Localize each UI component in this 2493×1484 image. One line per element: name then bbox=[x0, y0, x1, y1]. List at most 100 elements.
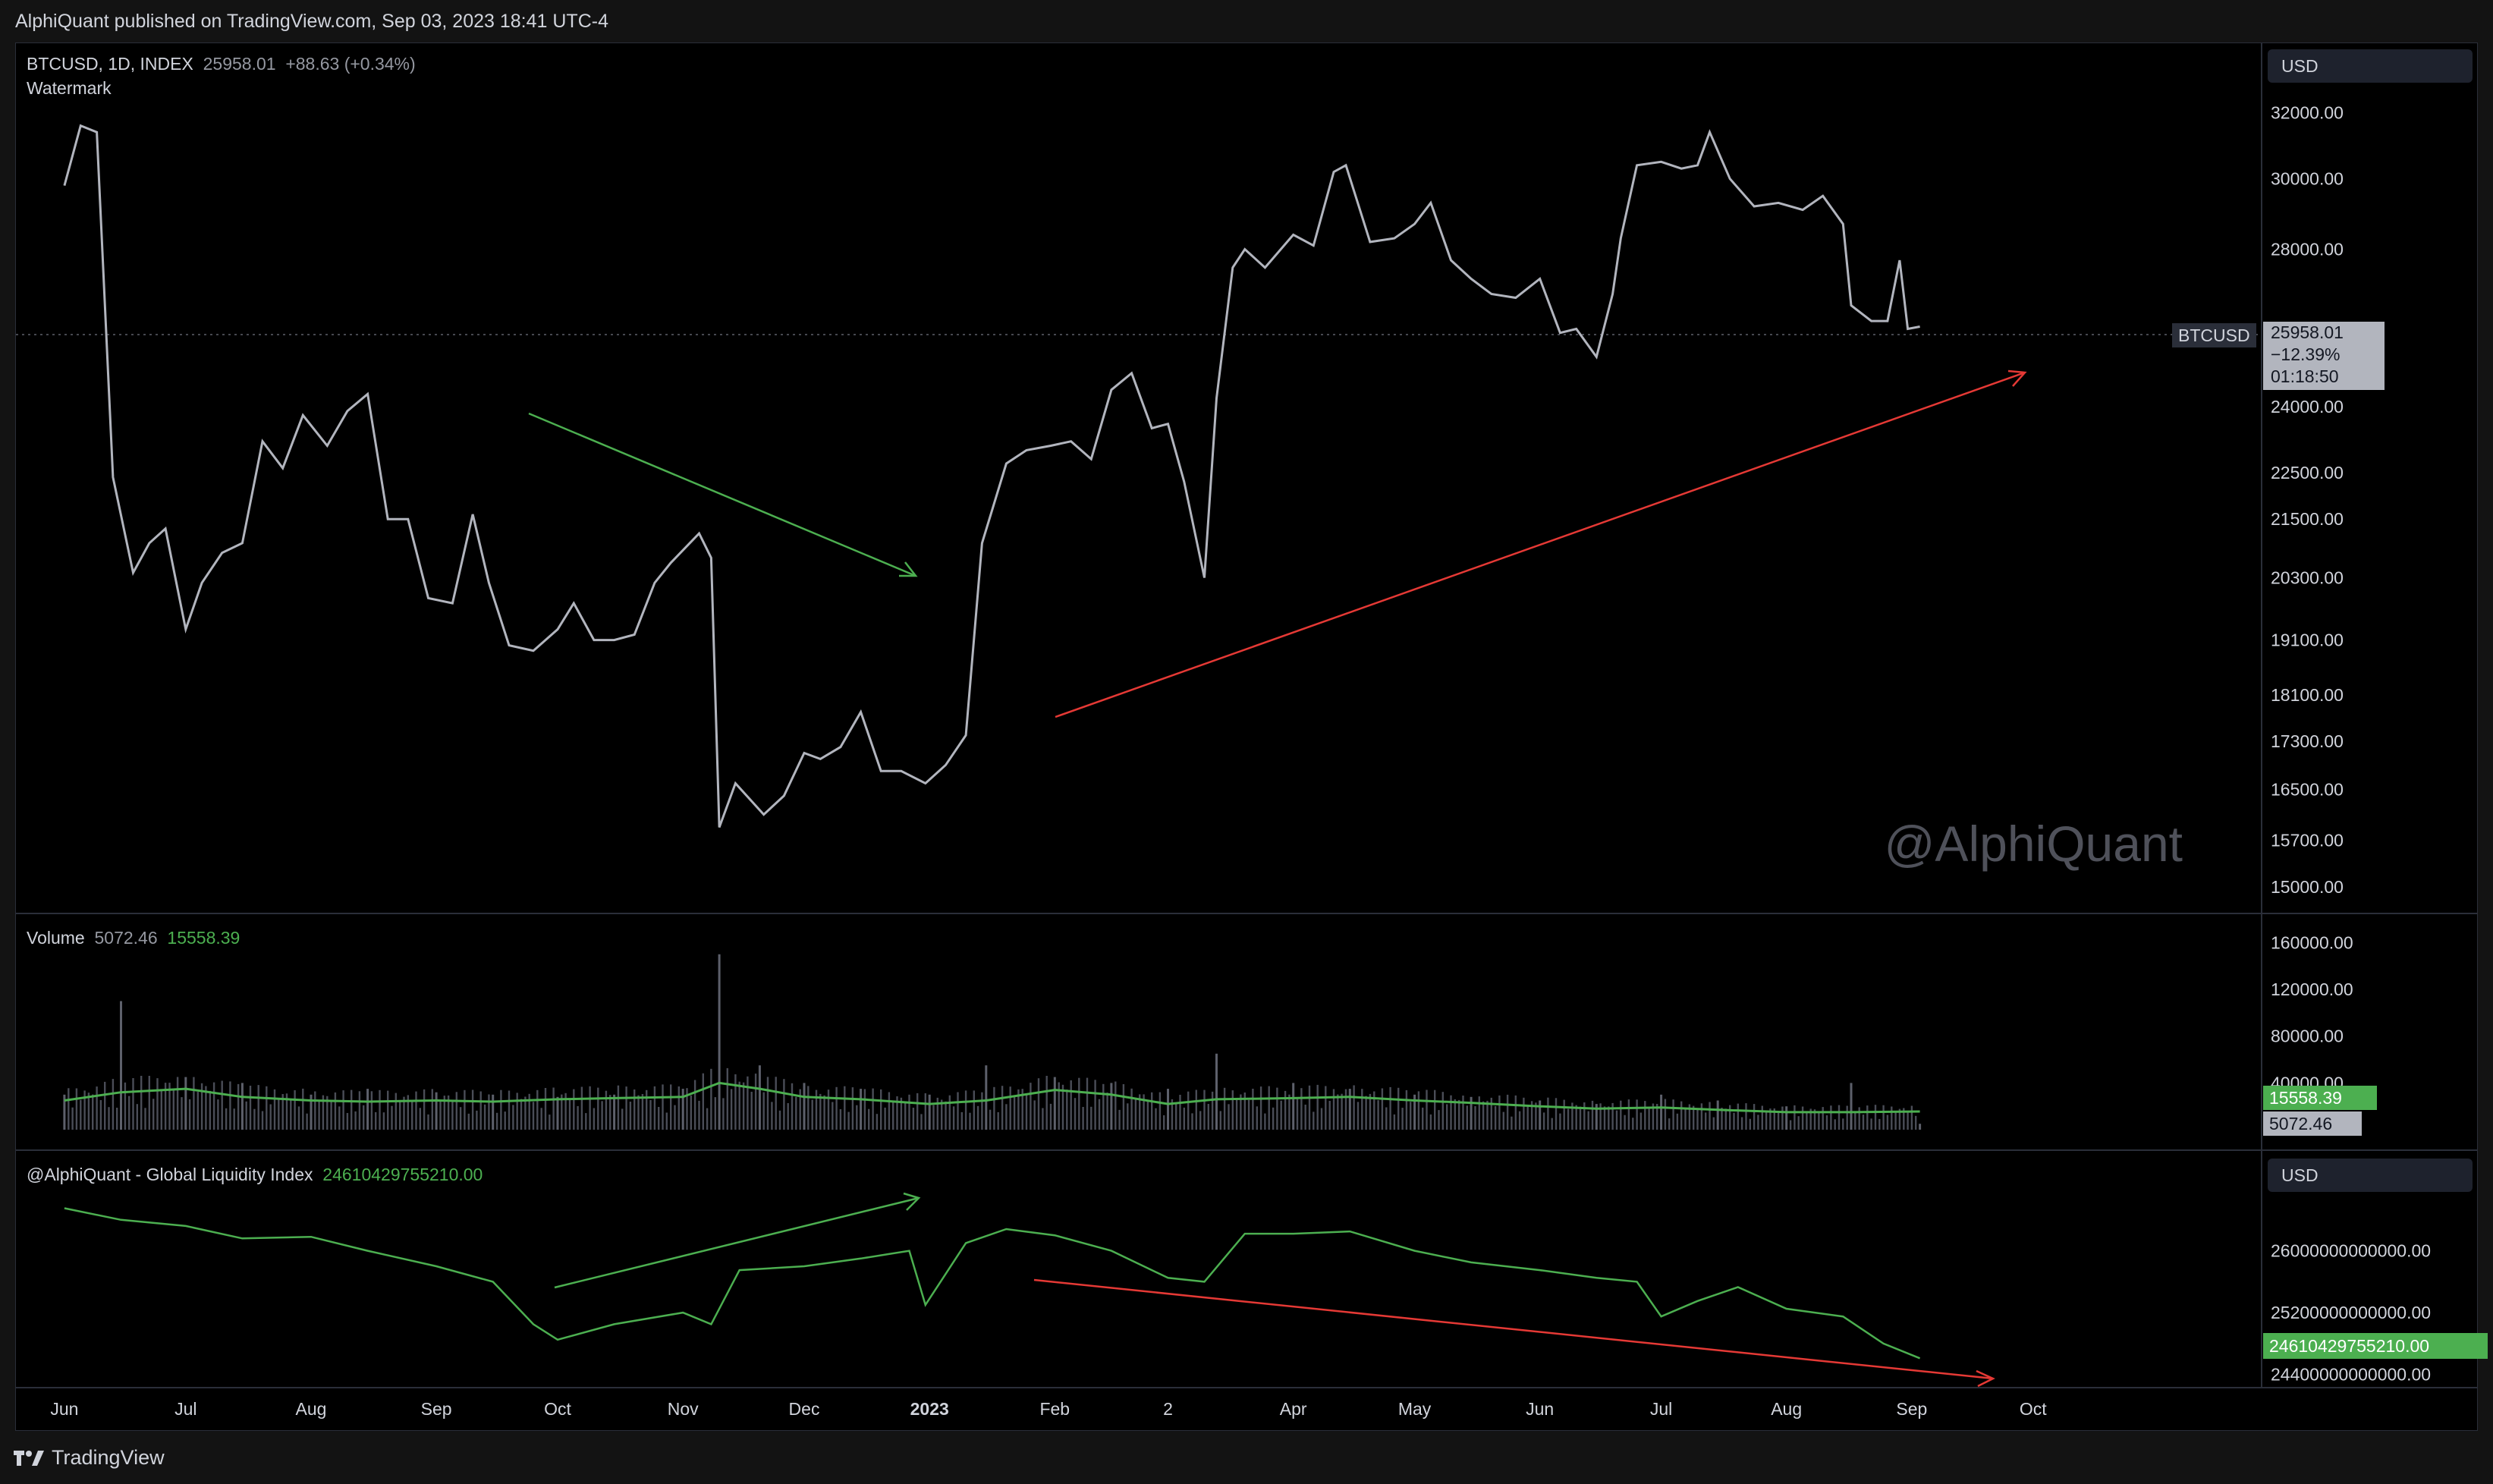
price-legend[interactable]: BTCUSD, 1D, INDEX 25958.01 +88.63 (+0.34… bbox=[27, 54, 416, 74]
volume-bar bbox=[762, 1092, 765, 1130]
chart-canvas[interactable]: @AlphiQuant 32000.00 30000.00 28000.00 2400… bbox=[16, 43, 2477, 1430]
volume-bar bbox=[1639, 1112, 1643, 1130]
currency-button-gli[interactable]: USD bbox=[2268, 1159, 2473, 1192]
volume-bar bbox=[920, 1114, 923, 1130]
symbol-label: BTCUSD, 1D, INDEX bbox=[27, 54, 193, 74]
volume-bar bbox=[693, 1080, 696, 1130]
volume-bar bbox=[686, 1088, 688, 1130]
volume-bar bbox=[681, 1089, 684, 1130]
volume-bar bbox=[1413, 1094, 1416, 1130]
volume-bar bbox=[1866, 1105, 1869, 1130]
volume-bar bbox=[399, 1099, 401, 1130]
volume-bar bbox=[690, 1095, 692, 1130]
volume-bar bbox=[1353, 1085, 1355, 1130]
volume-bar bbox=[1769, 1108, 1772, 1130]
volume-bar bbox=[839, 1109, 842, 1130]
volume-bar bbox=[1486, 1100, 1489, 1130]
volume-bar bbox=[75, 1088, 78, 1130]
time-axis-label: Sep bbox=[1896, 1399, 1927, 1419]
gli-legend[interactable]: @AlphiQuant - Global Liquidity Index 246… bbox=[27, 1165, 483, 1185]
volume-bar bbox=[1627, 1099, 1630, 1130]
volume-legend[interactable]: Volume 5072.46 15558.39 bbox=[27, 928, 240, 948]
volume-bar bbox=[96, 1086, 98, 1130]
time-axis-label: Sep bbox=[421, 1399, 452, 1419]
volume-bar bbox=[1478, 1096, 1480, 1130]
volume-bar bbox=[382, 1112, 385, 1130]
volume-bar bbox=[577, 1105, 579, 1130]
volume-bar bbox=[217, 1099, 219, 1130]
volume-bar bbox=[1021, 1089, 1023, 1130]
volume-bar bbox=[233, 1108, 235, 1130]
volume-bar bbox=[641, 1094, 644, 1130]
volume-bar bbox=[985, 1065, 988, 1130]
volume-bar bbox=[706, 1108, 709, 1130]
volume-bar bbox=[969, 1112, 971, 1130]
volume-bar bbox=[1830, 1105, 1832, 1130]
btc-price-line[interactable] bbox=[63, 124, 1920, 828]
chart-frame[interactable]: @AlphiQuant 32000.00 30000.00 28000.00 2400… bbox=[15, 42, 2488, 1431]
volume-bar bbox=[1518, 1111, 1521, 1130]
volume-bar bbox=[471, 1089, 474, 1130]
volume-bar bbox=[1915, 1115, 1917, 1130]
volume-bar bbox=[1838, 1105, 1841, 1130]
volume-bar bbox=[1712, 1117, 1715, 1130]
volume-bar bbox=[908, 1094, 910, 1130]
volume-bar bbox=[1898, 1108, 1901, 1130]
liquidity-line[interactable] bbox=[64, 1207, 1921, 1360]
volume-bar bbox=[544, 1088, 547, 1130]
volume-bar bbox=[99, 1100, 102, 1130]
volume-bar bbox=[1801, 1106, 1804, 1130]
volume-bar bbox=[714, 1097, 716, 1130]
volume-bar bbox=[1809, 1108, 1812, 1130]
volume-bar bbox=[1296, 1098, 1299, 1130]
time-axis-label: May bbox=[1398, 1399, 1432, 1419]
volume-bar bbox=[1337, 1094, 1339, 1130]
volume-bar bbox=[1450, 1095, 1452, 1130]
volume-bar bbox=[427, 1114, 429, 1130]
price-tick-label: 24000.00 bbox=[2271, 397, 2344, 417]
volume-bar bbox=[1247, 1099, 1250, 1130]
volume-bar bbox=[1151, 1092, 1153, 1130]
volume-bar bbox=[209, 1090, 211, 1130]
volume-ma-line[interactable] bbox=[64, 1081, 1920, 1114]
volume-bar bbox=[1114, 1081, 1117, 1130]
volume-bar bbox=[718, 954, 721, 1130]
volume-bar bbox=[1498, 1095, 1501, 1130]
volume-bar bbox=[1919, 1124, 1922, 1130]
volume-bar bbox=[738, 1081, 740, 1130]
currency-button-main[interactable]: USD bbox=[2268, 49, 2473, 83]
volume-bar bbox=[375, 1111, 377, 1130]
volume-bar bbox=[120, 1001, 122, 1130]
price-tick-label: 16500.00 bbox=[2271, 780, 2344, 800]
volume-bar bbox=[1740, 1117, 1743, 1130]
volume-bar bbox=[395, 1093, 397, 1130]
volume-bar bbox=[1304, 1105, 1306, 1130]
time-axis-label: Jul bbox=[174, 1399, 196, 1419]
volume-bar bbox=[366, 1089, 369, 1130]
volume-bar bbox=[827, 1089, 830, 1130]
volume-bar bbox=[1268, 1086, 1270, 1130]
volume-bar bbox=[1454, 1099, 1456, 1130]
volume-bar bbox=[1207, 1104, 1209, 1130]
price-tick-label: 18100.00 bbox=[2271, 685, 2344, 705]
volume-bar bbox=[273, 1089, 276, 1130]
volume-bar bbox=[1037, 1078, 1040, 1130]
volume-bar bbox=[1664, 1099, 1667, 1130]
volume-bar bbox=[1195, 1089, 1197, 1130]
volume-bar bbox=[1846, 1105, 1848, 1130]
volume-ma-value: 15558.39 bbox=[167, 928, 240, 948]
volume-bar bbox=[132, 1078, 134, 1130]
price-tick-label: 20300.00 bbox=[2271, 568, 2344, 588]
watermark-legend[interactable]: Watermark bbox=[27, 78, 112, 98]
tradingview-logo[interactable]: TradingView bbox=[14, 1446, 165, 1470]
publisher-header: AlphiQuant published on TradingView.com,… bbox=[0, 0, 2493, 42]
volume-bar bbox=[1660, 1094, 1663, 1130]
volume-bar bbox=[1240, 1094, 1242, 1130]
volume-bar bbox=[1878, 1118, 1881, 1130]
volume-bar bbox=[249, 1086, 252, 1130]
volume-bar bbox=[807, 1086, 810, 1130]
volume-bar bbox=[1292, 1083, 1295, 1130]
volume-bar bbox=[407, 1095, 409, 1130]
volume-bar bbox=[730, 1089, 733, 1130]
volume-bar bbox=[1753, 1104, 1756, 1130]
